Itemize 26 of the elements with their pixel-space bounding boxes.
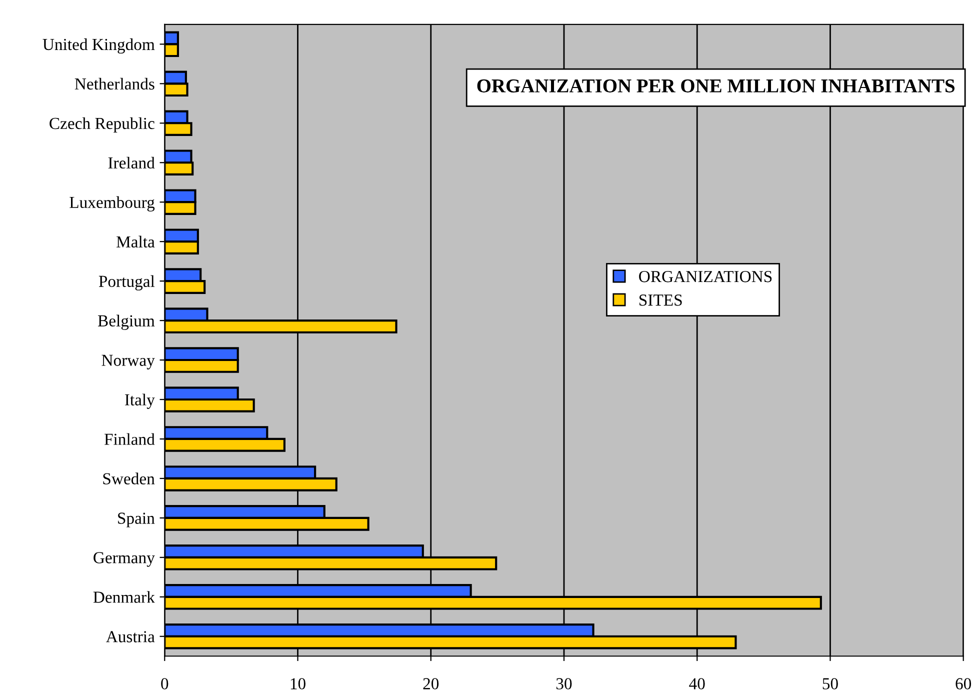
y-tick-label: Ireland [108,156,155,169]
y-tick-label: Finland [104,433,155,445]
y-tick-label: United Kingdom [42,38,155,54]
y-tick-label: Norway [102,354,155,370]
annotation: ORGANIZATION PER ONE MILLION INHABITANTS [477,79,955,92]
y-tick-label: Luxembourg [70,196,155,212]
y-tick-label: Belgium [98,314,155,330]
y-tick-label: Portugal [98,275,155,290]
legend-label: ORGANIZATIONS [639,270,772,282]
y-tick-label: Czech Republic [50,117,154,132]
x-tick-label: 50 [822,678,838,690]
y-tick-label: Austria [106,631,155,642]
legend-label: SITES [639,294,682,306]
x-tick-label: 60 [956,678,972,690]
y-tick-label: Italy [124,394,155,409]
x-tick-label: 20 [423,678,439,690]
x-tick-label: 10 [290,678,306,690]
x-tick-label: 30 [556,678,572,690]
x-tick-label: 0 [161,678,168,690]
y-tick-label: Spain [118,512,155,528]
y-tick-label: Netherlands [74,78,154,90]
y-tick-label: Germany [94,552,155,567]
y-tick-label: Sweden [103,472,155,484]
x-tick-label: 40 [689,678,705,690]
y-tick-label: Denmark [93,591,155,603]
y-tick-label: Malta [116,236,155,248]
